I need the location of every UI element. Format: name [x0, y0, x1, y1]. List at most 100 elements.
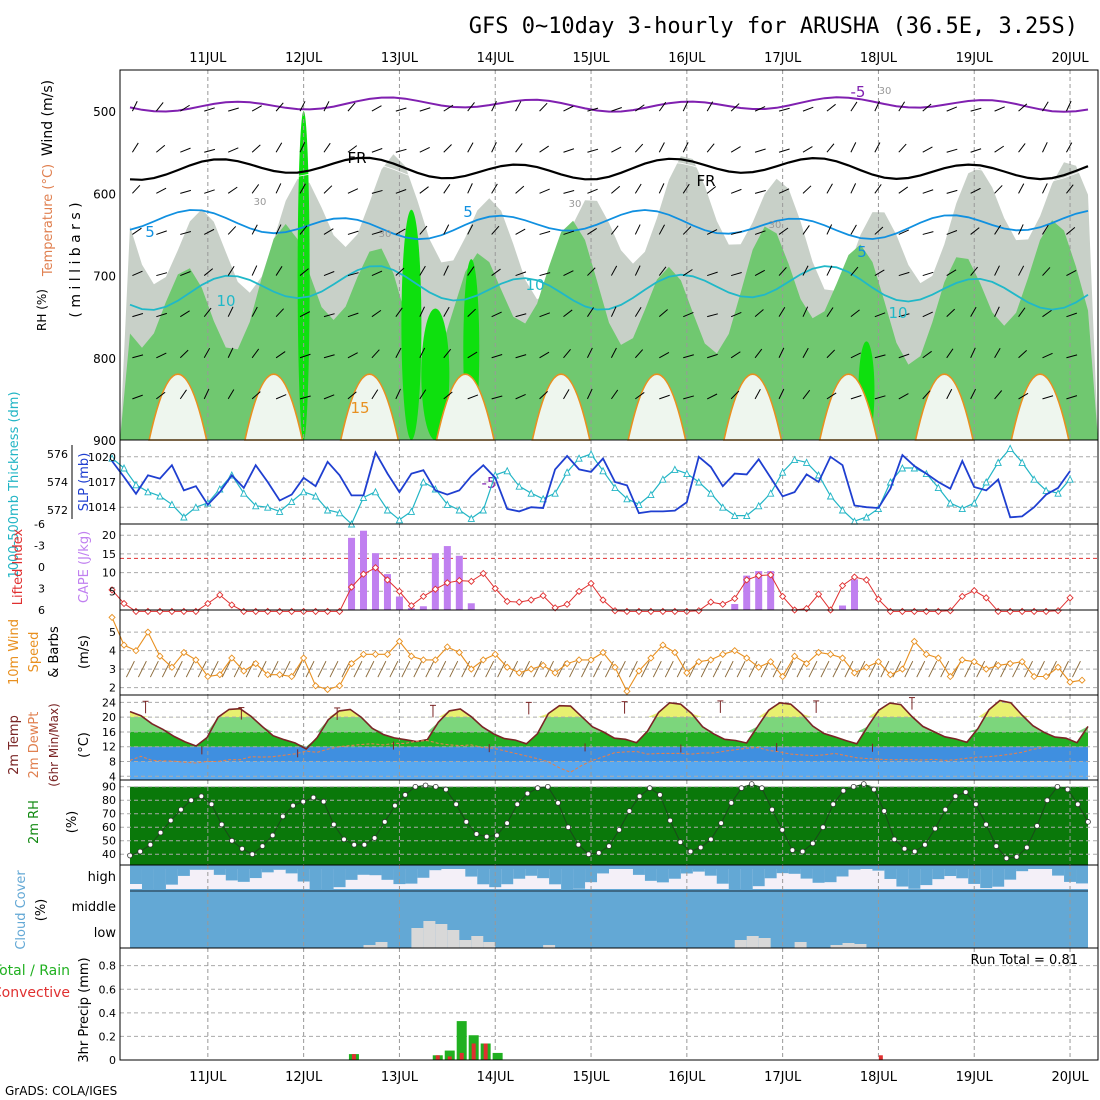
wind-barb: [275, 102, 284, 112]
wind-speed-marker: [755, 663, 763, 671]
thickness-marker: [754, 501, 763, 510]
slp-tick-label: 1020: [88, 451, 116, 464]
time-label-bottom: 12JUL: [285, 1070, 323, 1085]
wind-speed-marker: [180, 648, 188, 657]
low-cloud-clear: [375, 942, 388, 948]
precip-convective-bar: [435, 1055, 440, 1060]
wind-barb: [539, 188, 550, 194]
rh-tick-label: 90: [102, 781, 116, 794]
thickness-marker: [192, 503, 200, 511]
wind-barb: [156, 312, 167, 318]
thickness-marker: [180, 512, 188, 521]
wind-speed-marker: [144, 628, 152, 636]
pressure-tick-label: 800: [93, 352, 116, 366]
wind-barb: [1018, 183, 1025, 194]
wind-barb: [802, 146, 813, 153]
wind-tick-label: 3: [109, 663, 116, 676]
wind-barb: [754, 269, 765, 276]
precip-tick-label: 0.2: [99, 1030, 117, 1043]
wind-barb: [299, 353, 311, 359]
contour-label: 10: [216, 292, 235, 310]
lifted-index-marker: [743, 576, 751, 584]
wind-speed-marker: [898, 665, 907, 673]
wind-barb: [874, 100, 880, 112]
wind-speed-marker: [467, 665, 475, 673]
precip-convective-bar: [878, 1055, 883, 1060]
temp-contour-5: [129, 209, 1089, 241]
rh-marker: [494, 832, 500, 839]
lifted-index-marker: [898, 607, 907, 616]
high-cloud-bar: [249, 869, 262, 879]
lifted-index-marker: [276, 607, 284, 616]
wind-barb: [515, 313, 527, 318]
rh-marker: [952, 793, 959, 799]
high-cloud-bar: [968, 869, 981, 884]
wind-barb: [1042, 267, 1051, 276]
contour-label: 30: [379, 229, 392, 240]
wind-speed-marker: [874, 658, 883, 666]
surface-wind-barb: [413, 660, 423, 678]
wind-barb: [395, 307, 403, 317]
contour-label: 15: [350, 399, 369, 417]
temp-axis-label-2: 2m DewPt: [27, 712, 42, 779]
surface-wind-barb: [185, 660, 195, 678]
lifted-index-tick-label: -3: [34, 540, 45, 553]
wind-barb: [419, 186, 429, 194]
high-cloud-bar: [1016, 869, 1029, 872]
precip-tick-label: 0.8: [99, 960, 117, 973]
rh-marker: [514, 801, 521, 808]
wind-barb: [156, 272, 168, 277]
wind-barb: [946, 348, 954, 359]
cape-bar: [419, 606, 427, 610]
wind-barb: [539, 312, 551, 318]
rh-marker: [901, 846, 908, 852]
rh-marker: [412, 783, 419, 790]
rh-marker: [361, 841, 368, 848]
rh-marker: [504, 820, 510, 826]
surface-wind-barb: [173, 660, 183, 678]
high-cloud-bar: [788, 869, 801, 874]
rh-marker: [585, 851, 592, 858]
wind-speed-marker: [1066, 678, 1074, 686]
contour-label: 30: [254, 197, 267, 208]
wind-barb: [203, 307, 212, 317]
wind-barb: [323, 185, 333, 194]
precip-convective-bar: [483, 1043, 488, 1060]
rh-marker: [402, 792, 408, 798]
surface-wind-barb: [353, 660, 363, 678]
time-label-top: 12JUL: [285, 51, 323, 66]
high-cloud-bar: [393, 869, 406, 885]
surface-wind-barb: [964, 660, 974, 678]
wind-barb: [227, 306, 234, 317]
wind-barb: [539, 102, 548, 112]
wind-barb: [658, 101, 667, 112]
rh-marker: [911, 848, 918, 855]
surface-wind-barb: [377, 660, 387, 678]
wind-barb: [946, 106, 958, 112]
rh-marker: [626, 808, 633, 814]
wind-barb: [467, 224, 474, 235]
wind-barb: [946, 269, 957, 276]
thickness-marker: [731, 511, 739, 520]
wind-barb: [467, 102, 475, 112]
thickness-marker: [838, 505, 847, 514]
wind-barb: [970, 388, 977, 400]
wind-barb: [1066, 354, 1078, 359]
wind-speed-marker: [802, 659, 811, 668]
upper-air-panel: -5 -5 FR FR 5 5 5 10 10 10 15 30 30 30 30 30 500 600 700 80…: [35, 69, 1099, 492]
time-label-bottom: 15JUL: [572, 1070, 610, 1085]
wind-barb: [970, 347, 976, 358]
wind-speed-marker: [587, 656, 595, 664]
wind-speed-marker: [814, 648, 823, 657]
wind-barb: [802, 306, 809, 317]
wind-barb: [131, 142, 139, 153]
wind-barb: [682, 269, 693, 276]
wind-speed-marker: [946, 672, 954, 681]
rh-marker: [188, 797, 194, 804]
thickness-marker: [1030, 475, 1038, 483]
thickness-marker: [563, 468, 571, 476]
wind-barb: [610, 306, 617, 317]
wind-barb: [467, 394, 479, 400]
thickness-marker: [1006, 444, 1014, 452]
